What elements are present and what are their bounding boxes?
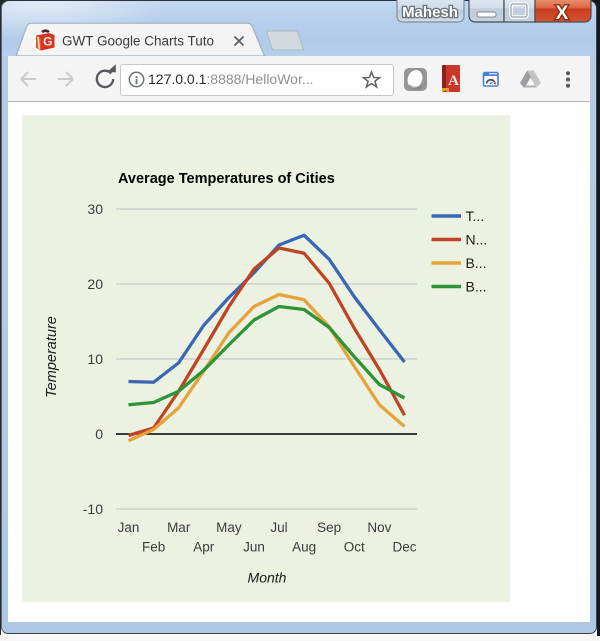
svg-text:Temperature: Temperature [44, 316, 60, 398]
svg-text:N...: N... [466, 232, 488, 248]
svg-text:Jan: Jan [118, 520, 140, 535]
svg-text:Average Temperatures of Cities: Average Temperatures of Cities [118, 171, 335, 187]
svg-text:Oct: Oct [344, 540, 365, 555]
svg-text:-10: -10 [83, 501, 103, 517]
svg-text:B...: B... [466, 279, 487, 295]
svg-text:B...: B... [466, 255, 487, 271]
svg-text:Aug: Aug [292, 540, 316, 555]
svg-text:X: X [556, 3, 569, 24]
svg-text:Feb: Feb [142, 540, 165, 555]
svg-text:Month: Month [248, 570, 287, 586]
svg-text:30: 30 [87, 201, 103, 217]
svg-text:10: 10 [87, 351, 103, 367]
svg-text:G: G [43, 35, 52, 49]
svg-text:Nov: Nov [367, 520, 391, 535]
svg-text:T...: T... [466, 208, 485, 224]
svg-text:GWT Google Charts Tuto: GWT Google Charts Tuto [62, 34, 214, 49]
svg-text:Dec: Dec [392, 540, 416, 555]
svg-text:Mahesh: Mahesh [402, 4, 458, 21]
svg-text:20: 20 [87, 276, 103, 292]
svg-text:A: A [448, 73, 459, 89]
svg-text:Jun: Jun [243, 540, 265, 555]
svg-text:May: May [216, 520, 242, 535]
svg-text:0: 0 [95, 426, 103, 442]
svg-text:Apr: Apr [193, 540, 215, 555]
svg-text:Mar: Mar [167, 520, 191, 535]
svg-text:Jul: Jul [270, 520, 287, 535]
svg-text:Sep: Sep [317, 520, 341, 535]
